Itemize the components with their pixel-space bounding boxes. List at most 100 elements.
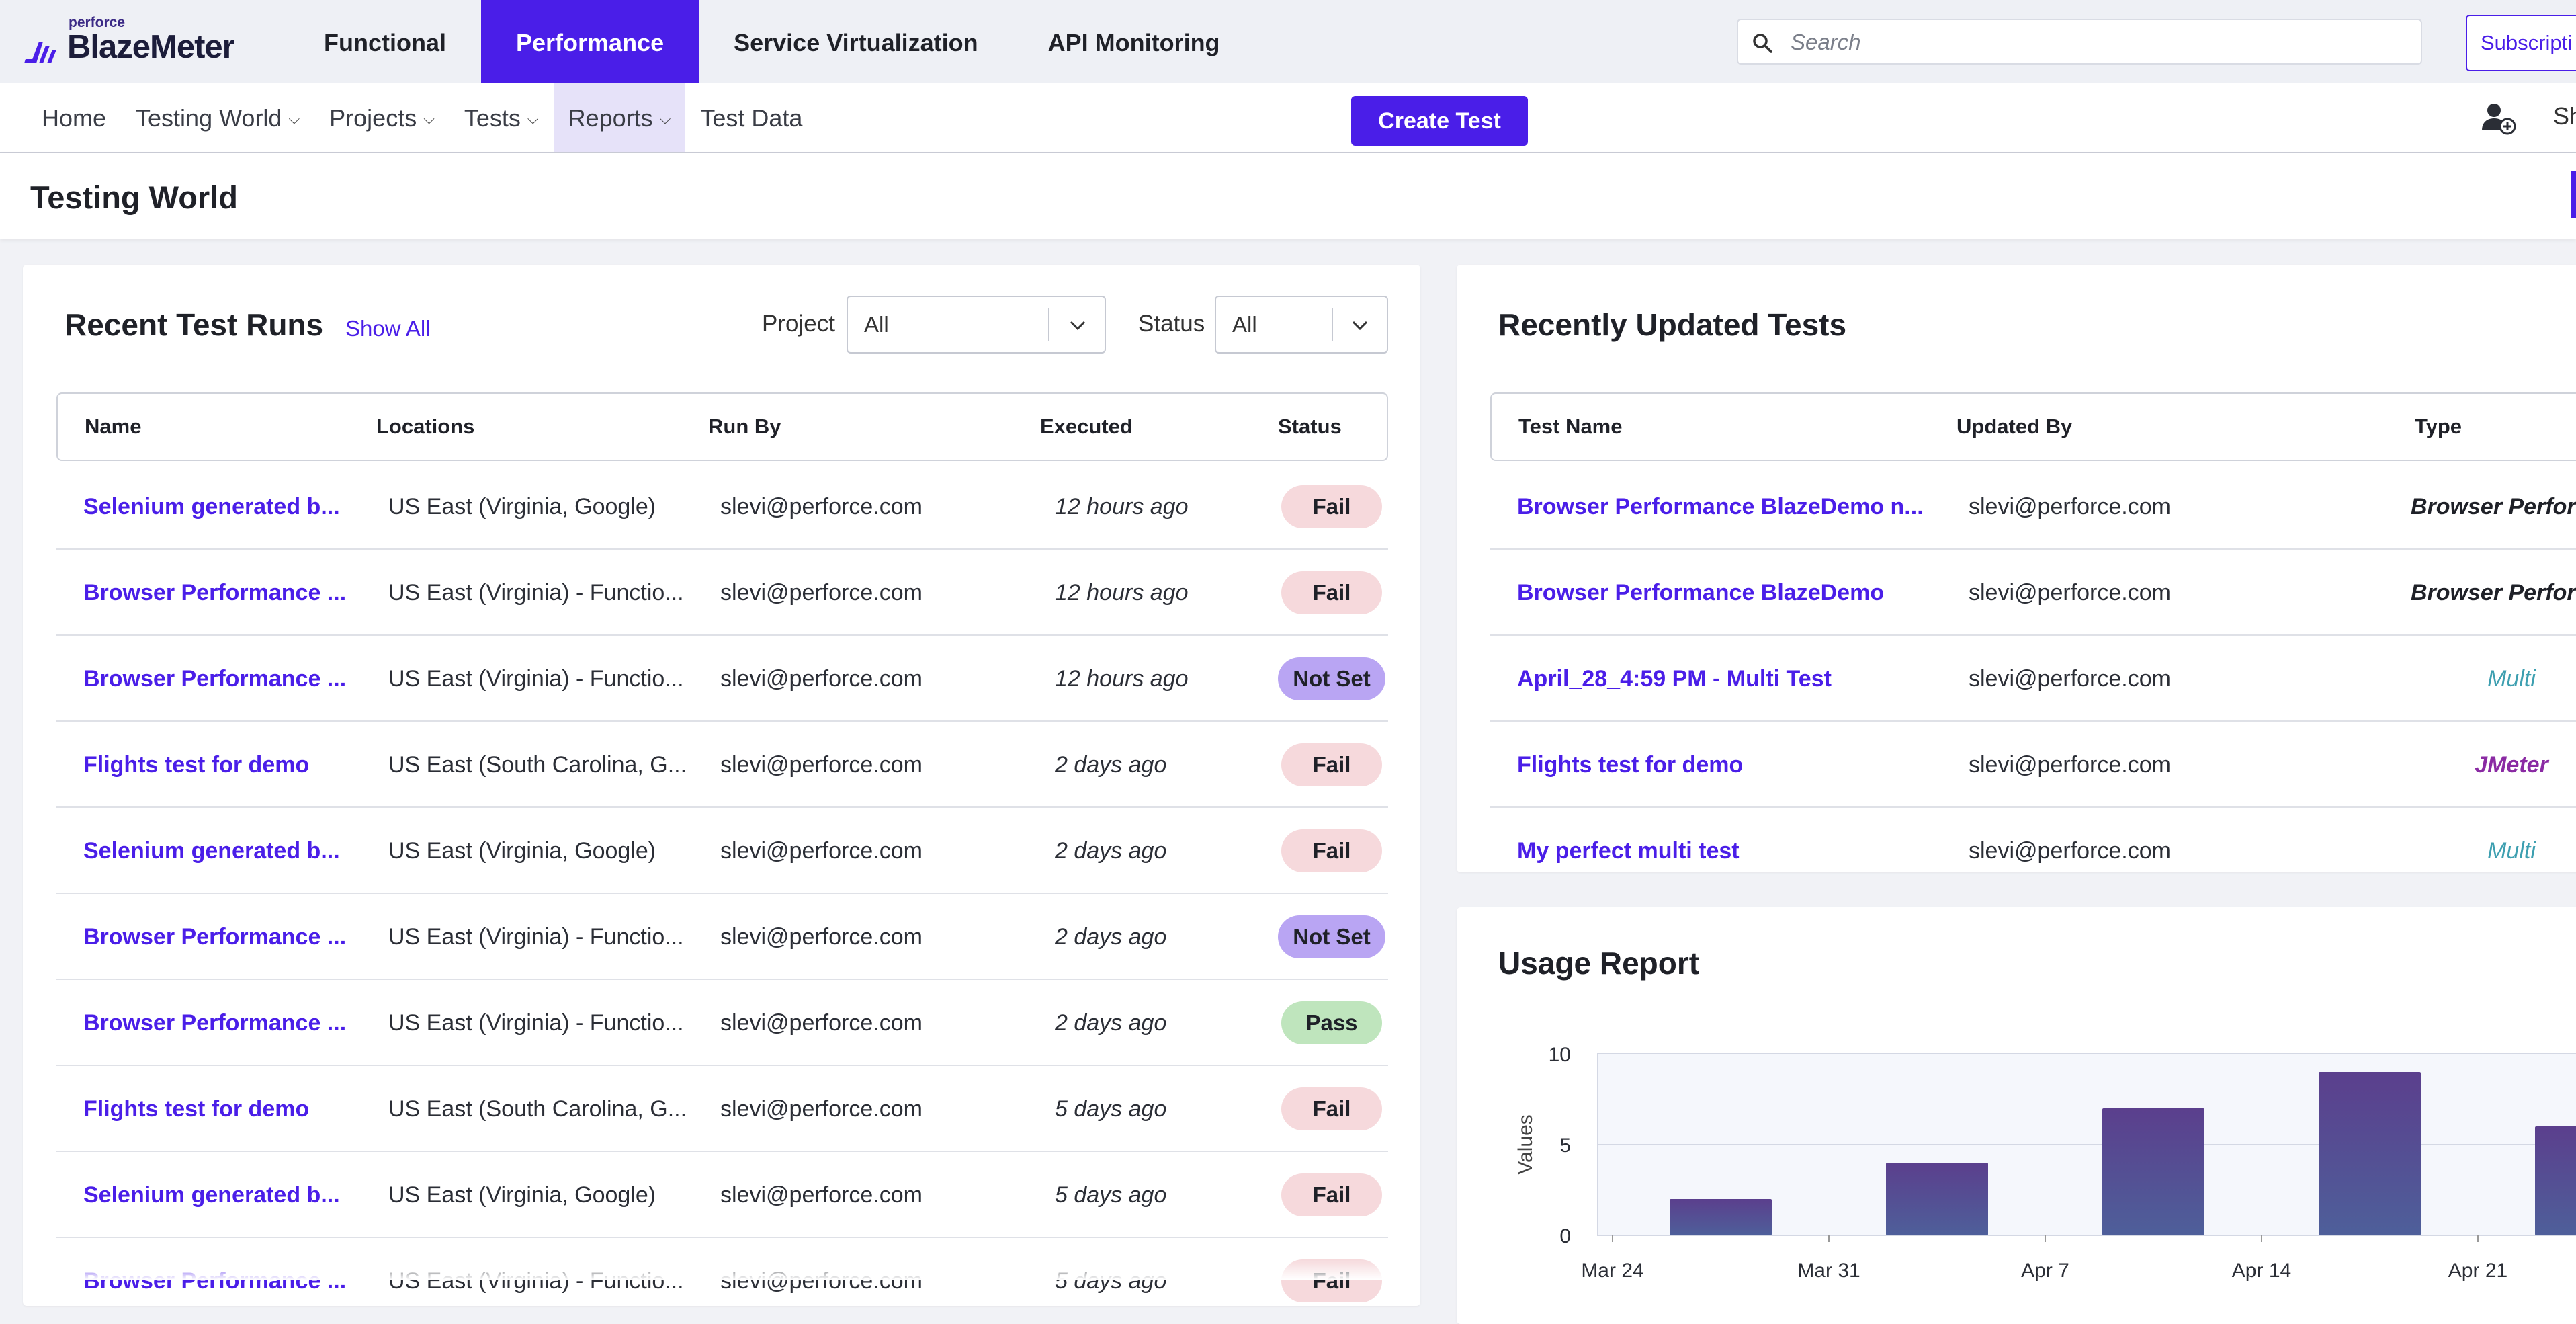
- table-row[interactable]: Browser Performance ... US East (Virginia…: [56, 550, 1388, 636]
- table-row[interactable]: Browser Performance BlazeDemo n... slevi@…: [1490, 464, 2576, 550]
- test-run-location: US East (Virginia) - Functio...: [388, 666, 684, 692]
- table-row[interactable]: Browser Performance ... US East (Virginia…: [56, 636, 1388, 722]
- subscription-button[interactable]: Subscripti: [2466, 15, 2576, 71]
- col-locations[interactable]: Locations: [376, 415, 475, 438]
- test-updated-by: slevi@perforce.com: [1969, 580, 2171, 606]
- test-run-runby: slevi@perforce.com: [720, 1096, 922, 1122]
- test-run-executed: 2 days ago: [1055, 838, 1167, 864]
- test-run-runby: slevi@perforce.com: [720, 838, 922, 864]
- col-type[interactable]: Type: [2415, 415, 2462, 438]
- test-run-executed: 5 days ago: [1055, 1096, 1167, 1122]
- table-row[interactable]: Selenium generated b... US East (Virginia…: [56, 464, 1388, 550]
- tab-performance[interactable]: Performance: [481, 0, 699, 83]
- share-label[interactable]: Sh: [2553, 102, 2576, 130]
- table-row[interactable]: April_28_4:59 PM - Multi Test slevi@perfo…: [1490, 636, 2576, 722]
- blazemeter-logo[interactable]: perforce BlazeMeter: [24, 15, 246, 69]
- bar[interactable]: [1886, 1163, 1988, 1235]
- subnav-test-data[interactable]: Test Data: [685, 83, 817, 152]
- brand-small-text: perforce: [69, 15, 126, 30]
- test-run-executed: 5 days ago: [1055, 1182, 1167, 1208]
- status-badge: Not Set: [1278, 657, 1385, 700]
- search-input[interactable]: [1789, 26, 2397, 59]
- bar[interactable]: [1670, 1199, 1772, 1235]
- test-updated-by: slevi@perforce.com: [1969, 666, 2171, 692]
- tab-functional[interactable]: Functional: [324, 29, 446, 56]
- table-row[interactable]: Selenium generated b... US East (Virginia…: [56, 1152, 1388, 1238]
- col-run-by[interactable]: Run By: [708, 415, 781, 438]
- bar[interactable]: [2319, 1072, 2421, 1235]
- test-run-name-link[interactable]: Selenium generated b...: [83, 494, 340, 520]
- test-run-runby: slevi@perforce.com: [720, 924, 922, 950]
- subnav-tests[interactable]: Tests ⌵: [449, 83, 554, 152]
- y-tick-label: 0: [1559, 1225, 1571, 1247]
- test-name-link[interactable]: Browser Performance BlazeDemo n...: [1517, 494, 1924, 520]
- status-badge: Fail: [1281, 485, 1382, 528]
- status-filter-select[interactable]: All: [1215, 296, 1388, 354]
- bar[interactable]: [2535, 1126, 2576, 1235]
- test-run-runby: slevi@perforce.com: [720, 1182, 922, 1208]
- y-tick-label: 5: [1559, 1134, 1571, 1157]
- create-test-button[interactable]: Create Test: [1351, 96, 1528, 146]
- project-filter-select[interactable]: All: [847, 296, 1106, 354]
- subnav-projects[interactable]: Projects ⌵: [314, 83, 449, 152]
- col-updated-by[interactable]: Updated By: [1957, 415, 2073, 438]
- page-header: Testing World: [0, 153, 2576, 239]
- test-run-name-link[interactable]: Selenium generated b...: [83, 1182, 340, 1208]
- test-run-executed: 12 hours ago: [1055, 494, 1189, 520]
- bar[interactable]: [2102, 1108, 2204, 1235]
- test-run-name-link[interactable]: Selenium generated b...: [83, 838, 340, 864]
- test-run-name-link[interactable]: Flights test for demo: [83, 1096, 310, 1122]
- test-run-runby: slevi@perforce.com: [720, 752, 922, 778]
- table-row[interactable]: Browser Performance ... US East (Virginia…: [56, 980, 1388, 1066]
- test-run-executed: 2 days ago: [1055, 924, 1167, 950]
- col-executed[interactable]: Executed: [1040, 415, 1133, 438]
- table-row[interactable]: Flights test for demo US East (South Caro…: [56, 1066, 1388, 1152]
- table-row[interactable]: Browser Performance BlazeDemo slevi@perfo…: [1490, 550, 2576, 636]
- table-row[interactable]: Flights test for demo US East (South Caro…: [56, 722, 1388, 808]
- test-type: Multi: [2487, 838, 2536, 864]
- test-run-executed: 2 days ago: [1055, 1010, 1167, 1036]
- usage-report-title: Usage Report: [1498, 946, 1700, 981]
- recently-updated-tests-card: Recently Updated Tests Test Name Updated…: [1457, 265, 2576, 872]
- col-name[interactable]: Name: [85, 415, 142, 438]
- chevron-down-icon: [1350, 317, 1369, 337]
- search-icon: [1752, 32, 1773, 57]
- test-run-location: US East (Virginia, Google): [388, 1182, 656, 1208]
- recent-test-runs-card: Recent Test Runs Show All Project All St…: [23, 265, 1420, 1306]
- table-row[interactable]: My perfect multi test slevi@perforce.com M…: [1490, 808, 2576, 872]
- table-row[interactable]: Flights test for demo slevi@perforce.com J…: [1490, 722, 2576, 808]
- tab-service-virtualization[interactable]: Service Virtualization: [734, 29, 978, 56]
- table-row[interactable]: Selenium generated b... US East (Virginia…: [56, 808, 1388, 894]
- test-updated-by: slevi@perforce.com: [1969, 494, 2171, 520]
- tab-api-monitoring[interactable]: API Monitoring: [1047, 29, 1220, 56]
- col-status[interactable]: Status: [1278, 415, 1342, 438]
- test-run-name-link[interactable]: Browser Performance ...: [83, 924, 347, 950]
- subnav-home[interactable]: Home: [27, 83, 121, 152]
- test-run-name-link[interactable]: Browser Performance ...: [83, 580, 347, 606]
- test-run-name-link[interactable]: Browser Performance ...: [83, 666, 347, 692]
- chevron-down-icon: [1068, 317, 1087, 337]
- subnav-testing-world[interactable]: Testing World ⌵: [121, 83, 314, 152]
- x-tick-label: Apr 14: [2232, 1259, 2291, 1282]
- test-updated-by: slevi@perforce.com: [1969, 838, 2171, 864]
- header-action-edge[interactable]: [2571, 171, 2576, 218]
- test-run-name-link[interactable]: Flights test for demo: [83, 752, 310, 778]
- select-divider: [1048, 308, 1049, 341]
- col-test-name[interactable]: Test Name: [1518, 415, 1623, 438]
- project-filter-value: All: [864, 312, 889, 337]
- test-name-link[interactable]: April_28_4:59 PM - Multi Test: [1517, 666, 1832, 692]
- test-run-location: US East (South Carolina, G...: [388, 752, 687, 778]
- subnav-home-label: Home: [42, 104, 107, 132]
- test-name-link[interactable]: Browser Performance BlazeDemo: [1517, 580, 1885, 606]
- test-name-link[interactable]: My perfect multi test: [1517, 838, 1740, 864]
- status-badge: Not Set: [1278, 915, 1385, 958]
- add-user-icon[interactable]: [2479, 99, 2517, 140]
- show-all-link[interactable]: Show All: [345, 316, 431, 341]
- test-run-name-link[interactable]: Browser Performance ...: [83, 1010, 347, 1036]
- search-box[interactable]: [1737, 19, 2422, 65]
- main-nav: Functional Performance Service Virtualiz…: [289, 0, 1255, 83]
- subnav-reports[interactable]: Reports ⌵: [553, 83, 686, 152]
- test-type: Multi: [2487, 666, 2536, 692]
- table-row[interactable]: Browser Performance ... US East (Virginia…: [56, 894, 1388, 980]
- test-name-link[interactable]: Flights test for demo: [1517, 752, 1744, 778]
